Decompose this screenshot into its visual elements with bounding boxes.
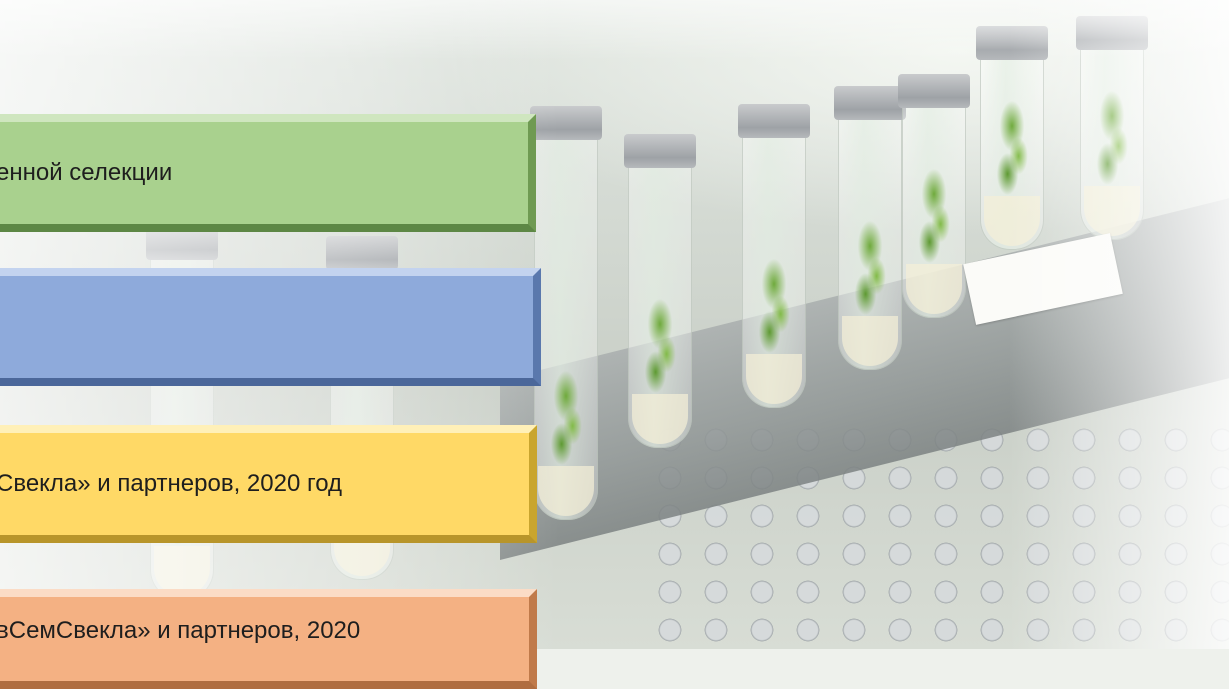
test-tube (898, 74, 970, 318)
test-tube (738, 104, 810, 408)
banner-yellow-text: Свекла» и партнеров, 2020 год (0, 470, 343, 497)
test-tube (834, 86, 906, 370)
test-tube (624, 134, 696, 448)
banner-green-text: енной селекции (0, 159, 173, 186)
banner-blue[interactable] (0, 268, 541, 386)
banner-green[interactable]: енной селекции (0, 114, 536, 232)
banner-yellow[interactable]: Свекла» и партнеров, 2020 год (0, 425, 537, 543)
banner-orange[interactable]: вСемСвекла» и партнеров, 2020 (0, 589, 537, 689)
banner-orange-text: вСемСвекла» и партнеров, 2020 (0, 617, 361, 644)
